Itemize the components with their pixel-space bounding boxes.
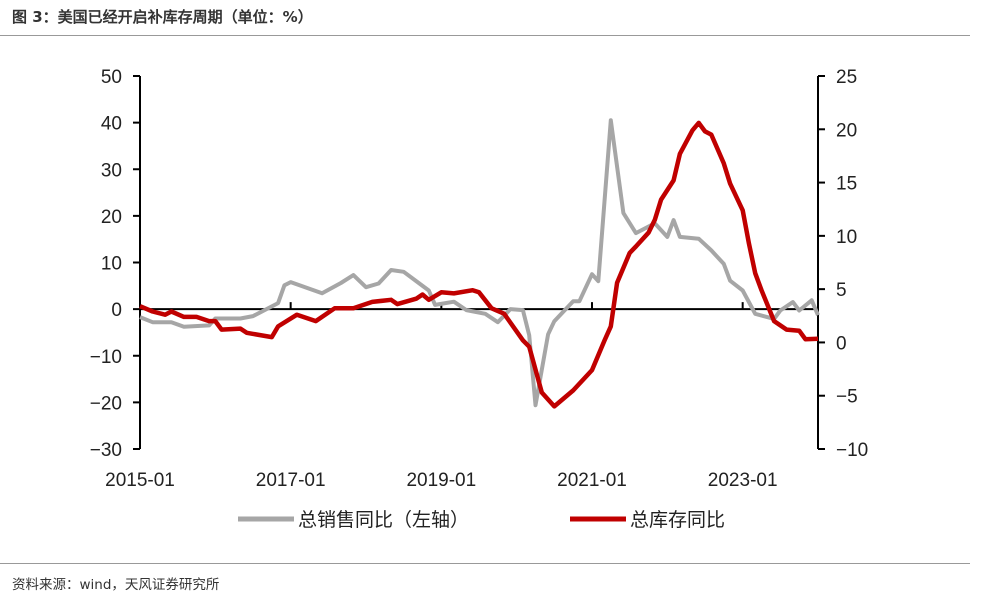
left-tick-label: 10 — [101, 254, 122, 275]
right-tick-label: −5 — [836, 387, 858, 408]
x-tick-label: 2019-01 — [406, 470, 476, 491]
inventory-yoy-line — [139, 120, 819, 409]
sales-yoy-line — [139, 118, 820, 408]
right-tick-label: 15 — [836, 174, 857, 195]
bottom-divider — [0, 563, 970, 564]
legend-label: 总销售同比（左轴） — [298, 509, 469, 531]
left-tick-label: 30 — [101, 160, 122, 181]
legend-label: 总库存同比 — [630, 509, 725, 531]
x-tick-label: 2017-01 — [256, 470, 326, 491]
x-tick-label: 2021-01 — [557, 470, 627, 491]
left-tick-label: −20 — [90, 393, 122, 414]
x-tick-label: 2015-01 — [105, 470, 175, 491]
source-note: 资料来源：wind，天风证券研究所 — [12, 577, 220, 593]
left-tick-label: 50 — [101, 67, 122, 88]
left-tick-label: −10 — [90, 347, 122, 368]
right-tick-label: 5 — [836, 280, 847, 301]
left-tick-label: 20 — [101, 207, 122, 228]
x-tick-label: 2023-01 — [708, 470, 778, 491]
left-tick-label: 0 — [111, 300, 122, 321]
right-tick-label: 20 — [836, 120, 857, 141]
right-tick-label: 25 — [836, 67, 857, 88]
right-tick-label: 0 — [836, 333, 847, 354]
left-tick-label: 40 — [101, 114, 122, 135]
right-tick-label: 10 — [836, 227, 857, 248]
right-tick-label: −10 — [836, 440, 868, 461]
left-tick-label: −30 — [90, 440, 122, 461]
figure-title: 图 3：美国已经开启补库存周期（单位：%） — [12, 8, 313, 26]
top-divider — [0, 35, 970, 36]
